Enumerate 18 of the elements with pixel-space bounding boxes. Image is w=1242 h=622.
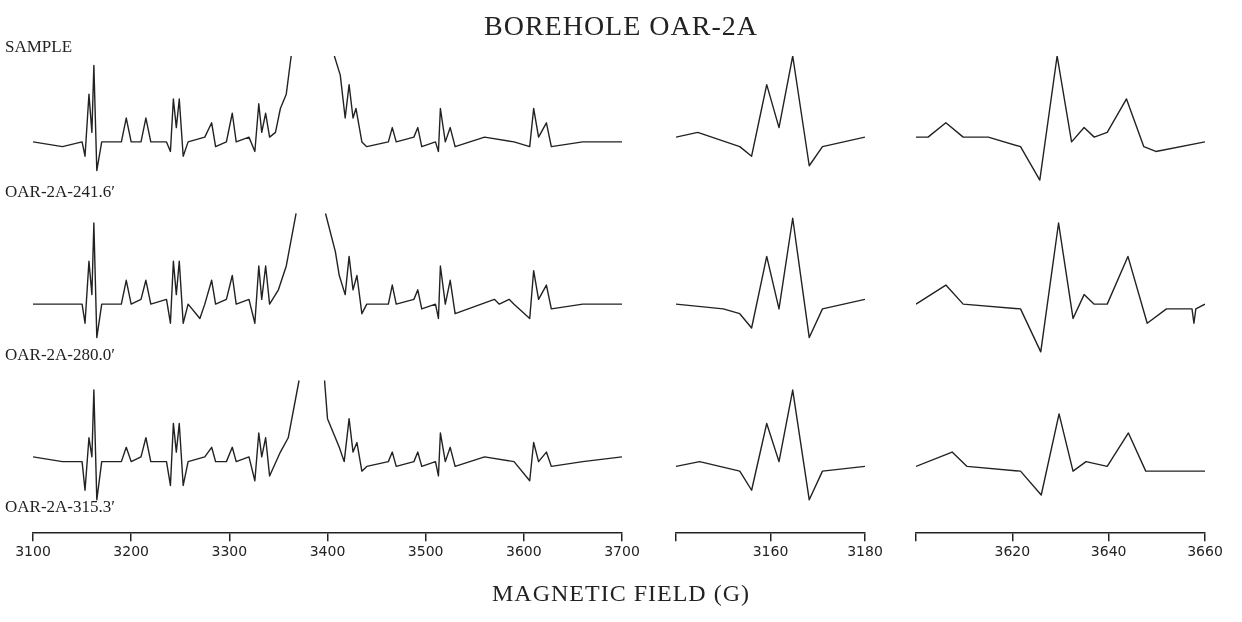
- x-tick-label: 3160: [752, 543, 789, 560]
- x-tick-label: 3400: [309, 543, 346, 560]
- x-tick-label: 3500: [407, 543, 444, 560]
- x-tick-label: 3300: [211, 543, 248, 560]
- x-tick-label: 3620: [994, 543, 1031, 560]
- series-label: OAR-2A-241.6′: [5, 182, 115, 202]
- x-tick-label: 3100: [15, 543, 51, 560]
- x-tick-label: 3640: [1090, 543, 1127, 560]
- x-tick-label: 3600: [506, 543, 542, 560]
- x-tick-label: 3660: [1187, 543, 1223, 560]
- x-tick-label: 3200: [113, 543, 149, 560]
- x-axis-title: MAGNETIC FIELD (G): [491, 580, 751, 607]
- series-label: OAR-2A-315.3′: [5, 497, 115, 517]
- x-tick-label: 3700: [604, 543, 640, 560]
- x-tick-label: 3180: [847, 543, 883, 560]
- series-label: OAR-2A-280.0′: [5, 344, 115, 364]
- chart-title: BOREHOLE OAR-2A: [484, 10, 758, 41]
- text: SAMPLE: [5, 36, 73, 56]
